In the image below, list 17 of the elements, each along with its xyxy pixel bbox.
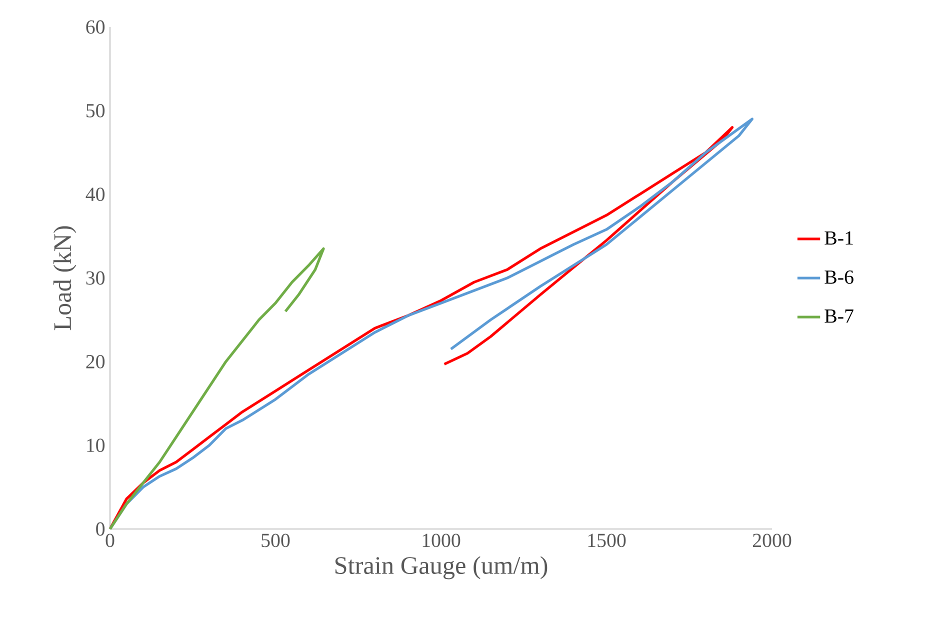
legend-label: B-1: [824, 231, 853, 245]
x-axis-title: Strain Gauge (um/m): [335, 556, 548, 580]
x-tick-label: 2000: [752, 534, 792, 548]
legend-label: B-7: [824, 310, 854, 323]
y-tick-label: 40: [86, 188, 105, 202]
y-tick-label: 20: [86, 354, 105, 368]
y-tick-label: 10: [87, 438, 105, 452]
y-axis-title: Load (kN): [53, 226, 76, 330]
y-tick-label: 0: [96, 522, 105, 536]
y-tick-label: 60: [86, 20, 105, 34]
y-tick-label: 30: [86, 271, 105, 285]
x-tick-label: 1500: [588, 534, 626, 548]
x-tick-label: 1000: [422, 534, 460, 548]
legend-label: B-6: [824, 270, 854, 284]
y-tick-label: 50: [86, 104, 105, 118]
x-tick-label: 0: [106, 534, 114, 548]
x-tick-label: 500: [262, 534, 290, 548]
